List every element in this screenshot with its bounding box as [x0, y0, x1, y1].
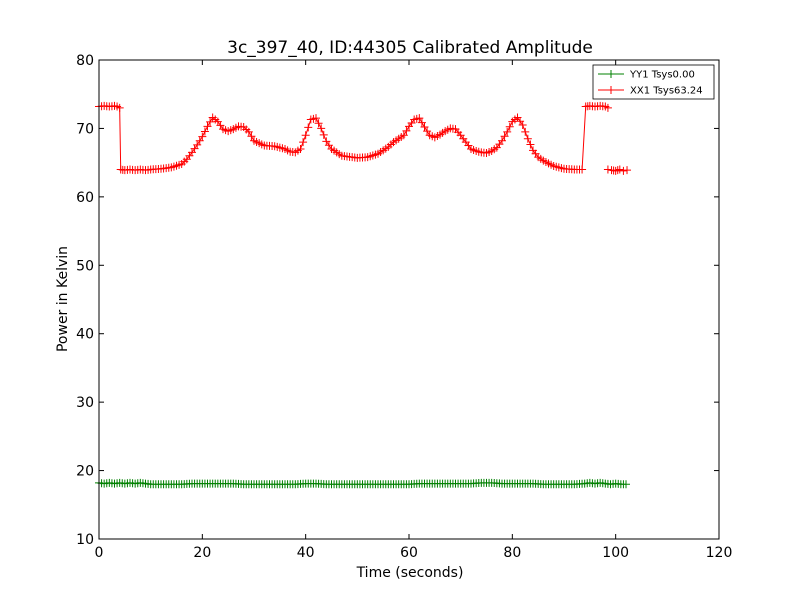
x-tick-label: 60: [400, 545, 418, 561]
y-tick-label: 60: [76, 190, 94, 206]
y-axis-label: Power in Kelvin: [55, 246, 71, 352]
series-xx1: [95, 101, 632, 175]
chart-title: 3c_397_40, ID:44305 Calibrated Amplitude: [227, 38, 593, 58]
legend: YY1 Tsys0.00 XX1 Tsys63.24: [592, 64, 715, 100]
x-tick-label: 20: [193, 545, 211, 561]
y-tick-label: 30: [76, 395, 94, 411]
x-tick-label: 100: [602, 545, 629, 561]
y-axis: 10 20 30 40 50 60 70 80: [76, 53, 719, 548]
y-tick-label: 50: [76, 258, 94, 274]
legend-label-yy1: YY1 Tsys0.00: [629, 70, 695, 81]
series-markers: [603, 165, 632, 175]
x-tick-label: 0: [95, 545, 104, 561]
y-tick-label: 70: [76, 121, 94, 137]
legend-marker-yy1: [607, 70, 615, 78]
x-axis-label: Time (seconds): [356, 565, 464, 581]
y-tick-label: 80: [76, 53, 94, 69]
legend-entry-xx1: XX1 Tsys63.24: [598, 86, 703, 97]
x-tick-label: 120: [706, 545, 733, 561]
legend-label-xx1: XX1 Tsys63.24: [630, 86, 703, 97]
legend-entry-yy1: YY1 Tsys0.00: [598, 70, 695, 81]
legend-box: [592, 64, 715, 100]
x-tick-label: 40: [297, 545, 315, 561]
legend-marker-xx1: [607, 86, 615, 94]
y-tick-label: 40: [76, 327, 94, 343]
plot-series-group: [95, 101, 632, 489]
x-axis: 0 20 40 60 80 100 120: [95, 60, 733, 561]
x-tick-label: 80: [503, 545, 521, 561]
y-tick-label: 20: [76, 464, 94, 480]
y-tick-label: 10: [76, 532, 94, 548]
